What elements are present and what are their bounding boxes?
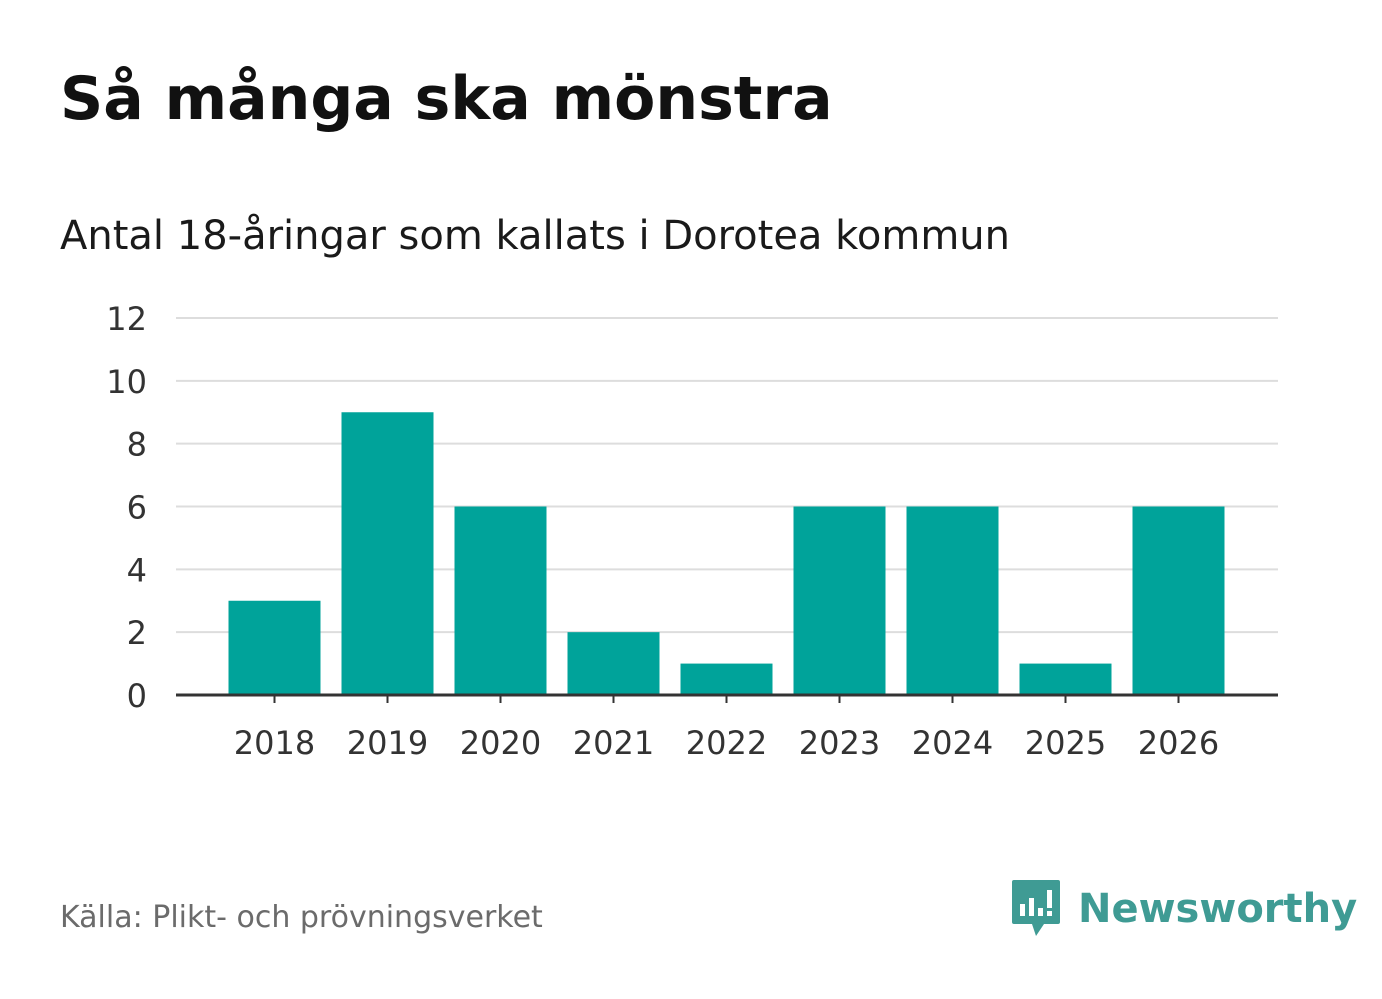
y-tick-label: 4: [127, 551, 147, 589]
source-note: Källa: Plikt- och prövningsverket: [60, 900, 543, 935]
x-tick-label: 2021: [573, 724, 654, 762]
chart-title: Så många ska mönstra: [60, 64, 833, 134]
y-tick-label: 0: [127, 677, 147, 715]
y-tick-label: 8: [127, 426, 147, 464]
newsworthy-logo: Newsworthy: [1010, 878, 1357, 940]
bar-2025: [1019, 663, 1112, 695]
x-tick-label: 2020: [460, 724, 541, 762]
x-tick-label: 2023: [799, 724, 880, 762]
x-tick-label: 2024: [912, 724, 993, 762]
x-tick-label: 2026: [1138, 724, 1219, 762]
bar-2024: [906, 506, 999, 695]
x-tick-label: 2025: [1025, 724, 1106, 762]
x-tick-label: 2019: [347, 724, 428, 762]
newsworthy-chart-bubble-icon: [1012, 880, 1060, 936]
bar-2026: [1132, 506, 1225, 695]
newsworthy-logo-text: Newsworthy: [1078, 886, 1358, 932]
bar-2018: [228, 600, 321, 695]
x-tick-label: 2022: [686, 724, 767, 762]
y-tick-label: 2: [127, 614, 147, 652]
bar-2020: [454, 506, 547, 695]
y-tick-label: 12: [106, 300, 147, 338]
bar-2022: [680, 663, 773, 695]
x-tick-label: 2018: [234, 724, 315, 762]
y-tick-label: 10: [106, 363, 147, 401]
bar-2021: [567, 632, 660, 695]
bar-2023: [793, 506, 886, 695]
bar-2019: [341, 412, 434, 695]
y-tick-label: 6: [127, 489, 147, 527]
chart-subtitle: Antal 18-åringar som kallats i Dorotea k…: [60, 213, 1010, 259]
